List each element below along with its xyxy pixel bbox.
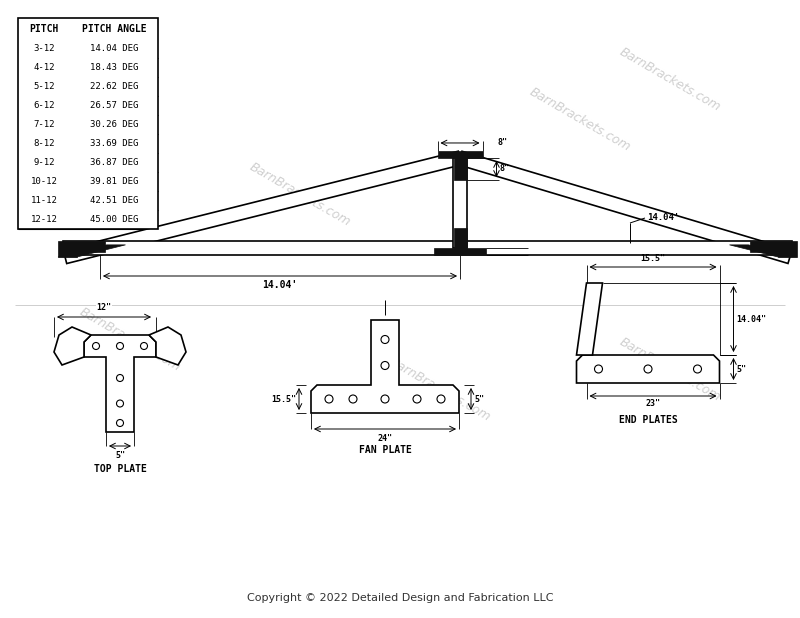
Text: 45.00 DEG: 45.00 DEG <box>90 215 138 224</box>
Text: 5": 5" <box>474 394 484 404</box>
Circle shape <box>413 395 421 403</box>
Circle shape <box>141 342 147 350</box>
Polygon shape <box>149 327 186 365</box>
Circle shape <box>644 365 652 373</box>
Text: 14.04': 14.04' <box>647 213 679 222</box>
Text: PITCH ANGLE: PITCH ANGLE <box>82 23 146 33</box>
Polygon shape <box>750 241 797 257</box>
Text: TOP PLATE: TOP PLATE <box>94 464 146 474</box>
Polygon shape <box>577 355 719 383</box>
Text: 14.04': 14.04' <box>262 280 298 290</box>
Text: 12": 12" <box>97 303 111 312</box>
Text: 30.26 DEG: 30.26 DEG <box>90 120 138 129</box>
Text: 6-12: 6-12 <box>34 101 54 110</box>
Text: END PLATES: END PLATES <box>618 415 678 425</box>
Text: BarnBrackets.com: BarnBrackets.com <box>617 336 723 404</box>
Text: BarnBrackets.com: BarnBrackets.com <box>247 161 353 229</box>
Text: FAN PLATE: FAN PLATE <box>358 445 411 455</box>
Text: 12-12: 12-12 <box>30 215 58 224</box>
Polygon shape <box>458 151 792 263</box>
Text: 4-12: 4-12 <box>34 63 54 72</box>
Circle shape <box>117 375 123 381</box>
Text: 14.04": 14.04" <box>737 315 766 323</box>
Circle shape <box>594 365 602 373</box>
Text: 42.51 DEG: 42.51 DEG <box>90 196 138 205</box>
Text: 23": 23" <box>646 399 661 408</box>
Text: PITCH: PITCH <box>30 23 58 33</box>
Text: 7-12: 7-12 <box>34 120 54 129</box>
Circle shape <box>437 395 445 403</box>
Polygon shape <box>311 320 459 413</box>
Text: 11-12: 11-12 <box>30 196 58 205</box>
Bar <box>453 158 467 248</box>
Text: 33.69 DEG: 33.69 DEG <box>90 139 138 148</box>
Text: Copyright © 2022 Detailed Design and Fabrication LLC: Copyright © 2022 Detailed Design and Fab… <box>246 593 554 603</box>
Polygon shape <box>58 245 126 257</box>
Polygon shape <box>730 245 797 257</box>
Circle shape <box>381 395 389 403</box>
Bar <box>63 241 792 255</box>
Bar <box>18 18 158 229</box>
Polygon shape <box>84 335 156 432</box>
Text: 18.43 DEG: 18.43 DEG <box>90 63 138 72</box>
Text: 26.57 DEG: 26.57 DEG <box>90 101 138 110</box>
Circle shape <box>381 336 389 344</box>
Polygon shape <box>577 283 602 355</box>
Text: 5": 5" <box>115 451 125 460</box>
Text: 8": 8" <box>498 138 507 148</box>
Polygon shape <box>54 327 91 365</box>
Text: 15.5": 15.5" <box>271 394 296 404</box>
Circle shape <box>117 420 123 426</box>
Text: 5-12: 5-12 <box>34 82 54 91</box>
Circle shape <box>117 342 123 350</box>
Text: 15.5": 15.5" <box>641 254 666 263</box>
Circle shape <box>349 395 357 403</box>
Text: 3-12: 3-12 <box>34 44 54 53</box>
Polygon shape <box>434 228 486 255</box>
Text: 10-12: 10-12 <box>30 177 58 186</box>
Circle shape <box>325 395 333 403</box>
Text: 8": 8" <box>499 164 510 174</box>
Circle shape <box>93 342 99 350</box>
Text: BarnBrackets.com: BarnBrackets.com <box>387 356 493 424</box>
Text: 22.62 DEG: 22.62 DEG <box>90 82 138 91</box>
Text: BarnBrackets.com: BarnBrackets.com <box>617 46 723 114</box>
Text: 14.04 DEG: 14.04 DEG <box>90 44 138 53</box>
Circle shape <box>381 362 389 370</box>
Circle shape <box>117 400 123 407</box>
Polygon shape <box>58 241 105 257</box>
Text: 5": 5" <box>737 365 746 373</box>
Text: 36.87 DEG: 36.87 DEG <box>90 158 138 167</box>
Polygon shape <box>438 151 482 180</box>
Text: 9-12: 9-12 <box>34 158 54 167</box>
Polygon shape <box>63 151 462 263</box>
Text: BarnBrackets.com: BarnBrackets.com <box>77 306 183 375</box>
Text: 24": 24" <box>378 434 393 443</box>
Text: 8-12: 8-12 <box>34 139 54 148</box>
Circle shape <box>694 365 702 373</box>
Text: 39.81 DEG: 39.81 DEG <box>90 177 138 186</box>
Text: BarnBrackets.com: BarnBrackets.com <box>527 86 633 154</box>
